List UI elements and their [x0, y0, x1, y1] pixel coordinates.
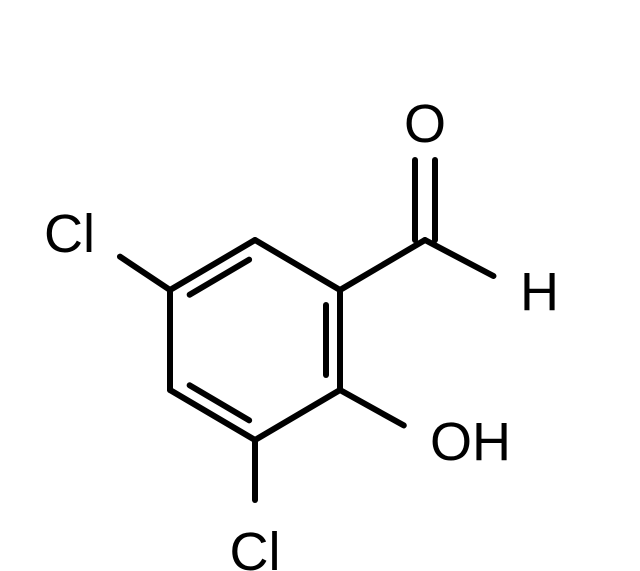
atom-label: Cl [44, 204, 95, 264]
atom-label: OH [430, 412, 511, 472]
molecule-svg: OHOHClCl [0, 0, 640, 571]
atom-label: H [520, 262, 559, 322]
molecule-diagram: OHOHClCl [0, 0, 640, 571]
atom-label: Cl [230, 522, 281, 571]
atom-label: O [404, 94, 446, 154]
